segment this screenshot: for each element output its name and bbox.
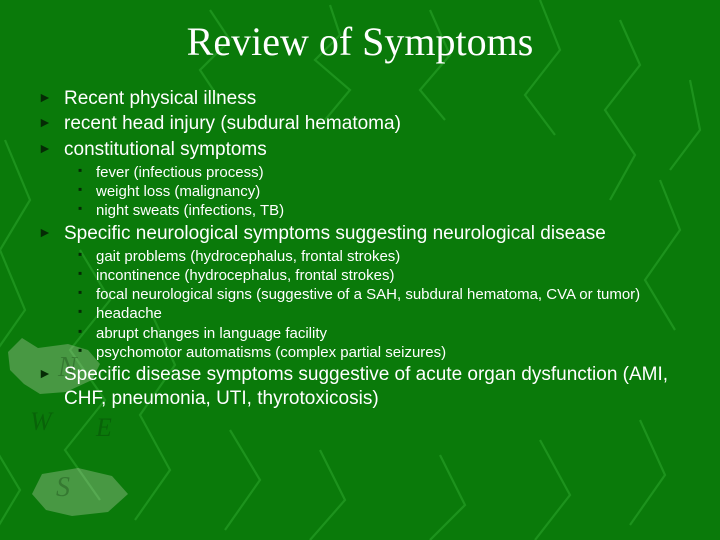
bullet-text: Specific disease symptoms suggestive of … [64, 364, 668, 409]
bullet-text: psychomotor automatisms (complex partial… [96, 344, 446, 361]
list-item: incontinence (hydrocephalus, frontal str… [78, 266, 690, 285]
bullet-text: Specific neurological symptoms suggestin… [64, 223, 606, 244]
list-item: Specific neurological symptoms suggestin… [38, 222, 690, 362]
bullet-text: night sweats (infections, TB) [96, 202, 284, 219]
bullet-text: recent head injury (subdural hematoma) [64, 113, 401, 134]
list-item: fever (infectious process) [78, 163, 690, 182]
bullet-text: abrupt changes in language facility [96, 325, 327, 342]
slide-content: Review of Symptoms Recent physical illne… [0, 0, 720, 423]
list-item: abrupt changes in language facility [78, 324, 690, 343]
bullet-text: incontinence (hydrocephalus, frontal str… [96, 267, 395, 284]
list-item: psychomotor automatisms (complex partial… [78, 343, 690, 362]
bullet-text: weight loss (malignancy) [96, 183, 260, 200]
svg-text:S: S [56, 472, 70, 503]
slide-title: Review of Symptoms [30, 18, 690, 65]
list-item: weight loss (malignancy) [78, 182, 690, 201]
bullet-text: headache [96, 305, 162, 322]
bullet-list-level2: fever (infectious process) weight loss (… [78, 163, 690, 221]
list-item: Recent physical illness [38, 87, 690, 111]
list-item: night sweats (infections, TB) [78, 201, 690, 220]
bullet-list-level1: Recent physical illness recent head inju… [38, 87, 690, 412]
bullet-text: constitutional symptoms [64, 139, 267, 160]
bullet-list-level2: gait problems (hydrocephalus, frontal st… [78, 247, 690, 362]
bullet-text: Recent physical illness [64, 88, 256, 109]
list-item: recent head injury (subdural hematoma) [38, 112, 690, 136]
list-item: headache [78, 304, 690, 323]
list-item: constitutional symptoms fever (infectiou… [38, 138, 690, 221]
list-item: Specific disease symptoms suggestive of … [38, 363, 690, 412]
bullet-text: fever (infectious process) [96, 164, 264, 181]
list-item: focal neurological signs (suggestive of … [78, 285, 690, 304]
bullet-text: focal neurological signs (suggestive of … [96, 286, 640, 303]
list-item: gait problems (hydrocephalus, frontal st… [78, 247, 690, 266]
bullet-text: gait problems (hydrocephalus, frontal st… [96, 248, 400, 265]
